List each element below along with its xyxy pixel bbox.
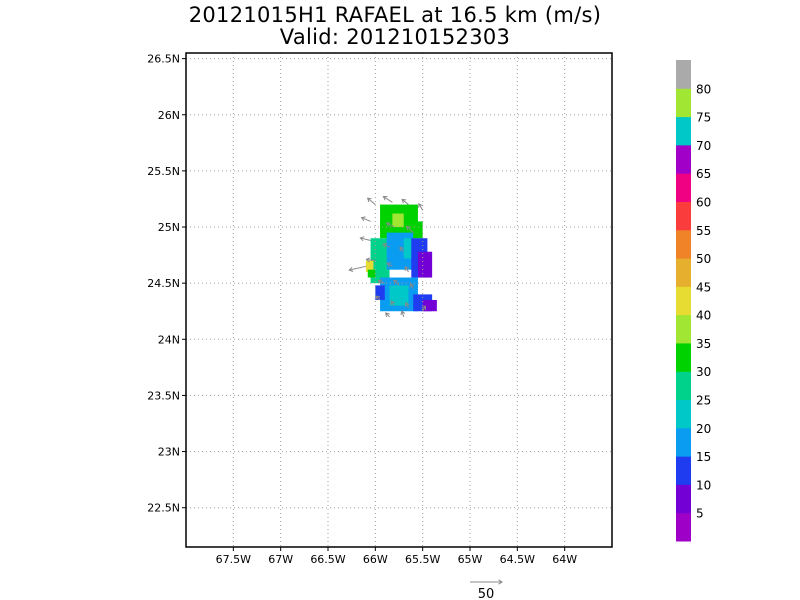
wind-vector xyxy=(418,202,424,211)
colorbar-label: 30 xyxy=(696,365,711,379)
colorbar-label: 65 xyxy=(696,167,711,181)
wind-vector xyxy=(382,196,393,203)
wind-vector xyxy=(366,197,376,205)
wind-vector xyxy=(377,279,385,285)
wind-vector xyxy=(404,266,410,273)
y-tick-label: 22.5N xyxy=(147,502,180,515)
wind-cell xyxy=(375,285,385,300)
colorbar-swatch xyxy=(676,484,691,514)
y-tick-label: 25.5N xyxy=(147,165,180,178)
colorbar-swatch xyxy=(676,427,691,457)
colorbar-swatch xyxy=(676,88,691,118)
wind-vector xyxy=(375,295,381,301)
colorbar-swatch xyxy=(676,399,691,429)
wind-cell xyxy=(417,251,433,278)
colorbar-swatch xyxy=(676,201,691,231)
y-tick-label: 26N xyxy=(158,109,180,122)
wind-vector xyxy=(359,236,371,242)
grid-layer xyxy=(186,53,612,547)
plot-frame xyxy=(185,52,613,548)
colorbar-label: 80 xyxy=(696,82,711,96)
wind-vector xyxy=(405,301,410,309)
wind-cell xyxy=(392,213,404,228)
colorbar: 5 10 15 20 25 30 35 40 45 50 55 60 65 70 75 80 xyxy=(676,60,711,542)
colorbar-label: 40 xyxy=(696,309,711,323)
colorbar-swatch xyxy=(676,116,691,146)
colorbar-label: 60 xyxy=(696,195,711,209)
wind-vector xyxy=(385,222,395,228)
colorbar-swatch xyxy=(676,258,691,287)
wind-cell xyxy=(422,300,437,312)
y-tick-label: 25N xyxy=(158,221,180,234)
reference-arrow xyxy=(470,579,503,585)
reference-vector: 50 xyxy=(470,579,503,600)
wind-vector xyxy=(360,216,371,222)
y-tick-label: 23.5N xyxy=(147,389,180,402)
y-tick-label: 23N xyxy=(158,446,180,459)
wind-cell xyxy=(367,269,376,278)
wind-cells-layer xyxy=(365,204,437,312)
wind-vector xyxy=(386,262,393,267)
x-tick-label: 64.5W xyxy=(500,553,535,566)
colorbar-label: 10 xyxy=(696,478,711,492)
y-tick-label: 26.5N xyxy=(147,53,180,66)
wind-vector xyxy=(385,312,390,318)
colorbar-label: 25 xyxy=(696,394,711,408)
colorbar-label: 55 xyxy=(696,224,711,238)
colorbar-label: 70 xyxy=(696,139,711,153)
y-axis-ticks: 22.5N 23N 23.5N 24N 24.5N 25N 25.5N 26N 26.5N xyxy=(147,53,186,515)
colorbar-swatch xyxy=(676,229,691,259)
wind-cell xyxy=(389,285,409,306)
wind-vector xyxy=(393,279,400,286)
colorbar-swatch xyxy=(676,342,691,372)
reference-vector-label: 50 xyxy=(478,587,495,600)
colorbar-label: 50 xyxy=(696,252,711,266)
wind-vector xyxy=(401,198,409,205)
wind-vector xyxy=(399,246,405,253)
wind-cell xyxy=(365,260,374,272)
x-tick-label: 67.5W xyxy=(216,553,251,566)
colorbar-label: 45 xyxy=(696,280,711,294)
colorbar-swatch xyxy=(676,456,691,485)
wind-vector xyxy=(409,282,415,289)
colorbar-swatch xyxy=(676,173,691,202)
x-tick-label: 64W xyxy=(552,553,577,566)
chart-subtitle: Valid: 201210152303 xyxy=(279,25,511,49)
x-tick-label: 66W xyxy=(363,553,388,566)
colorbar-swatch xyxy=(676,286,691,316)
wind-vector xyxy=(421,305,427,312)
wind-vectors-layer xyxy=(348,196,427,318)
colorbar-swatch xyxy=(676,144,691,174)
x-tick-label: 65.5W xyxy=(405,553,440,566)
wind-vector xyxy=(365,257,376,263)
x-tick-label: 67W xyxy=(268,553,293,566)
wind-vector xyxy=(348,265,366,272)
colorbar-label: 20 xyxy=(696,422,711,436)
y-tick-label: 24.5N xyxy=(147,277,180,290)
wind-vector xyxy=(406,225,414,233)
colorbar-label: 75 xyxy=(696,111,711,125)
colorbar-swatch xyxy=(676,371,691,401)
colorbar-swatch xyxy=(676,314,691,344)
wind-vector xyxy=(400,310,406,317)
colorbar-label: 15 xyxy=(696,450,711,464)
x-axis-ticks: 67.5W 67W 66.5W 66W 65.5W 65W 64.5W 64W xyxy=(216,547,577,566)
x-tick-label: 66.5W xyxy=(310,553,345,566)
colorbar-label: 5 xyxy=(696,507,704,521)
wind-vector xyxy=(382,243,390,248)
wind-vector xyxy=(390,300,395,306)
y-tick-label: 24N xyxy=(158,333,180,346)
chart-title: 20121015H1 RAFAEL at 16.5 km (m/s) xyxy=(188,3,602,27)
colorbar-swatch xyxy=(676,512,691,542)
colorbar-swatch xyxy=(676,60,691,89)
colorbar-label: 35 xyxy=(696,337,711,351)
x-tick-label: 65W xyxy=(458,553,483,566)
